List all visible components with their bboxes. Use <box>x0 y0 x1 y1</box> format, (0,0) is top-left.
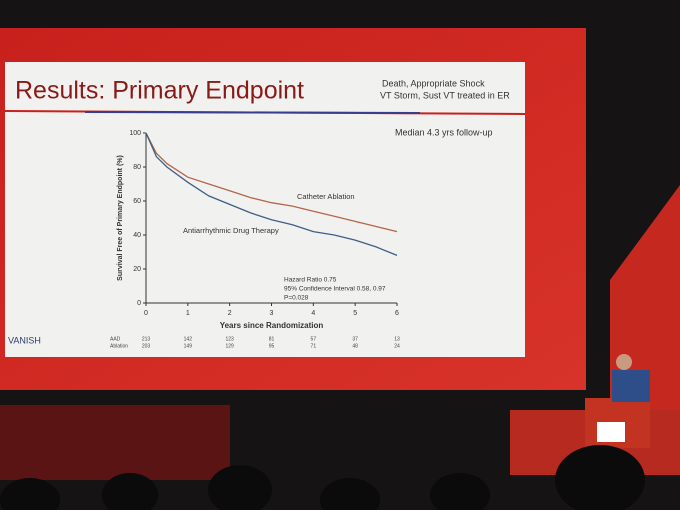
x-tick-label: 6 <box>395 310 399 317</box>
x-axis-label: Years since Randomization <box>220 321 324 330</box>
y-tick-label: 60 <box>133 198 141 205</box>
note: Median 4.3 yrs follow-up <box>395 127 493 137</box>
risk-count: 142 <box>184 336 193 342</box>
podium-sign <box>597 422 625 442</box>
risk-count: 37 <box>352 336 358 342</box>
x-tick-label: 1 <box>186 310 190 317</box>
annotation: 95% Confidence Interval 0.58, 0.97 <box>284 286 386 293</box>
risk-count: 13 <box>394 336 400 342</box>
x-tick-label: 3 <box>270 310 274 317</box>
risk-count: 24 <box>394 343 400 349</box>
slide-subtitle: Death, Appropriate Shock <box>382 78 485 88</box>
risk-count: 203 <box>142 343 151 349</box>
risk-row-label: AAD <box>110 336 121 342</box>
x-tick-label: 2 <box>228 310 232 317</box>
speaker-head <box>616 354 632 370</box>
risk-count: 123 <box>225 336 234 342</box>
title-rule <box>84 111 421 114</box>
slide-subtitle: VT Storm, Sust VT treated in ER <box>380 90 510 100</box>
y-tick-label: 40 <box>133 232 141 239</box>
survival-curve <box>145 132 398 233</box>
legend-label: Antiarrhythmic Drug Therapy <box>183 226 279 235</box>
y-tick-label: 80 <box>133 164 141 171</box>
y-axis-label: Survival Free of Primary Endpoint (%) <box>117 155 124 281</box>
risk-count: 95 <box>269 343 275 349</box>
risk-count: 149 <box>184 343 193 349</box>
survival-curve <box>145 132 398 257</box>
slide <box>5 62 525 357</box>
speaker <box>612 370 650 402</box>
risk-row-label: Ablation <box>110 343 128 349</box>
audience <box>0 445 645 510</box>
y-tick-label: 0 <box>137 300 141 307</box>
slide-title: Results: Primary Endpoint <box>15 77 304 105</box>
logo: VANISH <box>8 335 41 345</box>
risk-count: 48 <box>352 343 358 349</box>
risk-count: 129 <box>225 343 234 349</box>
risk-count: 213 <box>142 336 151 342</box>
risk-count: 57 <box>311 336 317 342</box>
annotation: Hazard Ratio 0.75 <box>284 277 337 284</box>
x-tick-label: 4 <box>311 310 315 317</box>
risk-count: 71 <box>311 343 317 349</box>
curtain <box>0 405 230 480</box>
x-tick-label: 0 <box>144 310 148 317</box>
legend-label: Catheter Ablation <box>297 192 355 201</box>
y-tick-label: 20 <box>133 266 141 273</box>
annotation: P=0.028 <box>284 295 309 302</box>
x-tick-label: 5 <box>353 310 357 317</box>
risk-count: 81 <box>269 336 275 342</box>
y-tick-label: 100 <box>129 130 141 137</box>
